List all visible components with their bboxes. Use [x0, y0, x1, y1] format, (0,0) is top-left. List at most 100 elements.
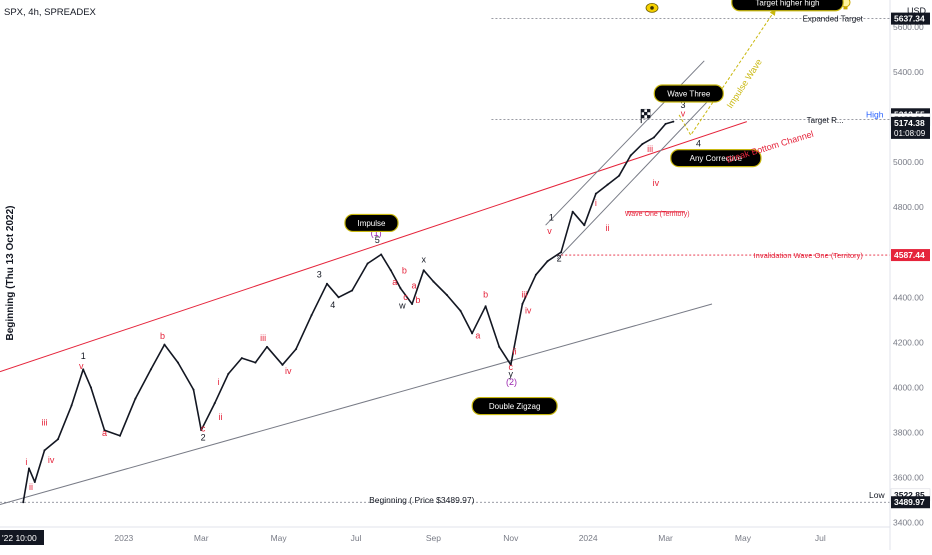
plot-area[interactable]: iiiiiiivv1abc2iiiiiiiv345(1)abcwabxabcy(… [0, 0, 890, 505]
eye-icon [645, 2, 659, 13]
wave-label: iv [285, 366, 292, 376]
wave-label: b [415, 295, 420, 305]
price-tag-label: 3489.97 [894, 497, 925, 507]
annotation-text: Invalidation Wave One (Territory) [754, 251, 864, 260]
price-tag [891, 12, 930, 25]
wave-label: iii [260, 333, 266, 343]
price-point-43 [560, 251, 563, 254]
price-tick-label: 3400.00 [893, 517, 924, 527]
grey-lower-channel[interactable] [0, 303, 713, 505]
callout-box[interactable]: Impulse [344, 213, 399, 233]
price-point-12 [163, 343, 166, 346]
time-tick-label: Mar [194, 533, 209, 543]
price-point-13 [177, 361, 179, 364]
callout-bubble [344, 213, 399, 233]
flag-cell [644, 108, 648, 113]
small-channel-lower[interactable] [556, 96, 713, 260]
wave-label: iv [48, 455, 55, 465]
price-point-24 [325, 282, 328, 285]
time-axis[interactable]: 2023 Mar May Jul Sep Nov 2024 Mar May Jul '22 10:0… [0, 526, 890, 545]
bulb-base [843, 6, 848, 10]
price-point-53 [672, 120, 675, 123]
price-point-47 [606, 183, 609, 186]
wave-label: iii [42, 418, 48, 428]
wave-label: 2 [201, 432, 206, 442]
price-tick-label: 4800.00 [893, 202, 924, 212]
currency-label: USD [907, 6, 927, 16]
wave-label: i [25, 457, 27, 467]
price-tick-label: 4400.00 [893, 292, 924, 302]
price-point-38 [498, 345, 501, 348]
price-point-36 [471, 332, 474, 335]
price-point-51 [652, 136, 655, 139]
time-tick-label: 2023 [114, 533, 133, 543]
wave-label: ii [29, 482, 33, 492]
time-cursor-label: '22 10:00 [2, 533, 37, 543]
wave-label: a [412, 280, 417, 290]
red-upper-channel[interactable] [0, 121, 747, 373]
callout-bubble [471, 396, 558, 416]
price-point-7 [89, 386, 92, 389]
price-point-26 [351, 289, 354, 292]
flag-cell [644, 114, 648, 119]
callout-box[interactable]: Double Zigzag [471, 396, 558, 416]
price-point-52 [664, 122, 667, 125]
low-label: Low [869, 490, 885, 500]
annotation-text: Wave One (Territory) [625, 211, 690, 218]
price-point-16 [213, 402, 216, 405]
price-point-6 [82, 368, 85, 371]
wave-label: v [79, 361, 84, 371]
price-point-49 [629, 154, 632, 157]
impulse-wave-arrow[interactable] [678, 8, 777, 137]
price-point-41 [534, 273, 537, 276]
price-point-44 [571, 210, 574, 213]
price-point-25 [337, 296, 340, 299]
price-point-35 [459, 309, 462, 312]
price-point-42 [546, 260, 549, 263]
callout-box[interactable]: Wave Three [653, 84, 724, 103]
price-point-45 [583, 224, 586, 227]
wave-label: a [102, 428, 107, 438]
callout-bubble [670, 149, 762, 168]
price-point-14 [192, 388, 195, 391]
price-tick-label: 5600.00 [893, 22, 924, 32]
wave-label: c [403, 292, 408, 302]
wave-label: c [201, 423, 206, 433]
time-tick-label: Mar [658, 533, 673, 543]
price-point-11 [149, 368, 152, 371]
wave-label: i [595, 198, 597, 208]
price-tick-label: 3800.00 [893, 427, 924, 437]
price-series-line[interactable] [22, 120, 674, 503]
callout-text: Double Zigzag [489, 402, 541, 411]
price-point-33 [432, 280, 435, 283]
price-tick-label: 3600.00 [893, 472, 924, 482]
wave-label: a [392, 277, 397, 287]
price-tag-label: 3522.85 [894, 490, 925, 500]
wave-label: 3 [680, 100, 685, 110]
price-point-48 [618, 174, 621, 177]
callout-box[interactable]: Any Corrective [670, 149, 762, 168]
flag-cell [647, 111, 651, 116]
price-point-17 [227, 372, 230, 375]
price-point-37 [484, 305, 487, 308]
callout-text: Wave Three [667, 89, 711, 98]
price-tag-label: 5637.34 [894, 14, 925, 24]
callout-bubble [653, 84, 724, 103]
price-point-1 [28, 467, 31, 470]
price-point-10 [134, 397, 137, 400]
callout-box[interactable]: Target higher high [731, 0, 844, 12]
price-tag-label: 4587.44 [894, 250, 925, 260]
price-axis[interactable]: 3400.00 3600.00 3800.00 4000.00 4200.00 4400.… [866, 0, 931, 550]
wave-label: ii [513, 347, 517, 357]
wave-label: i [218, 377, 220, 387]
price-point-8 [103, 429, 106, 432]
wave-label: 2 [557, 254, 562, 264]
price-point-19 [254, 361, 257, 364]
price-point-30 [399, 287, 402, 290]
price-point-27 [366, 262, 369, 265]
price-point-21 [281, 363, 284, 366]
price-point-50 [641, 143, 644, 146]
wave-label: 4 [330, 300, 335, 310]
